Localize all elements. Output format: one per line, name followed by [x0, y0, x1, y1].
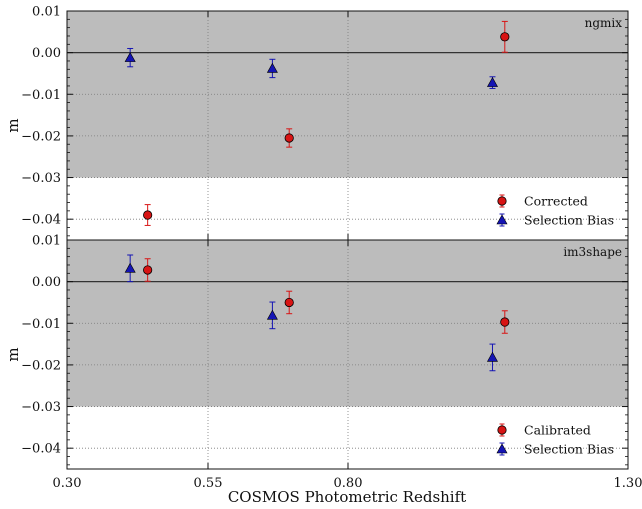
x-axis-label: COSMOS Photometric Redshift — [228, 488, 466, 506]
x-tick-label: 0.55 — [194, 476, 223, 491]
data-point — [124, 262, 136, 273]
y-axis-label: m — [4, 347, 22, 361]
x-tick-label: 1.30 — [614, 476, 642, 491]
series-selection-bias — [124, 254, 498, 372]
data-point — [143, 210, 153, 220]
y-tick-label: −0.03 — [21, 400, 61, 415]
y-tick-label: 0.01 — [32, 234, 61, 249]
legend: Corrected Selection Bias — [496, 194, 614, 228]
legend-label: Selection Bias — [524, 442, 614, 457]
x-tick-label: 0.30 — [53, 476, 82, 491]
legend-marker — [496, 214, 508, 225]
panel-bottom: 0.01 0.00 −0.01 −0.02 −0.03 −0.04 0.30 0.55 0.80… — [4, 234, 642, 492]
y-tick-label: −0.02 — [21, 358, 61, 373]
y-tick-label: −0.01 — [21, 317, 61, 332]
y-tick-label: 0.00 — [32, 275, 61, 290]
y-tick-label: −0.04 — [21, 442, 61, 457]
y-tick-label: −0.04 — [21, 213, 61, 228]
legend-marker — [496, 443, 508, 454]
data-point — [284, 297, 294, 308]
legend-label: Calibrated — [524, 423, 591, 438]
series-corrected — [143, 20, 510, 226]
data-point — [486, 76, 498, 87]
data-point — [266, 62, 278, 73]
panel-label: im3shape — [563, 245, 622, 259]
data-point — [284, 133, 294, 143]
data-point — [124, 52, 136, 62]
panel-top: 0.01 0.00 −0.01 −0.02 −0.03 −0.04 m ngmix Correc… — [4, 5, 629, 241]
legend: Calibrated Selection Bias — [496, 423, 614, 457]
legend-label: Corrected — [524, 194, 588, 209]
data-point — [500, 32, 510, 42]
y-tick-label: −0.03 — [21, 171, 61, 186]
legend-marker — [497, 425, 507, 435]
data-point — [143, 265, 153, 275]
y-tick-label: 0.00 — [32, 46, 61, 61]
data-point — [486, 351, 498, 362]
x-tick-label: 0.80 — [334, 476, 363, 491]
data-point — [500, 317, 510, 327]
data-point — [266, 309, 278, 320]
series-calibrated — [143, 258, 510, 334]
y-tick-label: −0.01 — [21, 88, 61, 103]
legend-label: Selection Bias — [524, 213, 614, 228]
y-axis-label: m — [4, 118, 22, 132]
series-selection-bias — [124, 47, 498, 89]
panel-label: ngmix — [585, 16, 623, 30]
y-tick-label: −0.02 — [21, 129, 61, 144]
y-tick-label: 0.01 — [32, 5, 61, 20]
legend-marker — [497, 196, 507, 206]
